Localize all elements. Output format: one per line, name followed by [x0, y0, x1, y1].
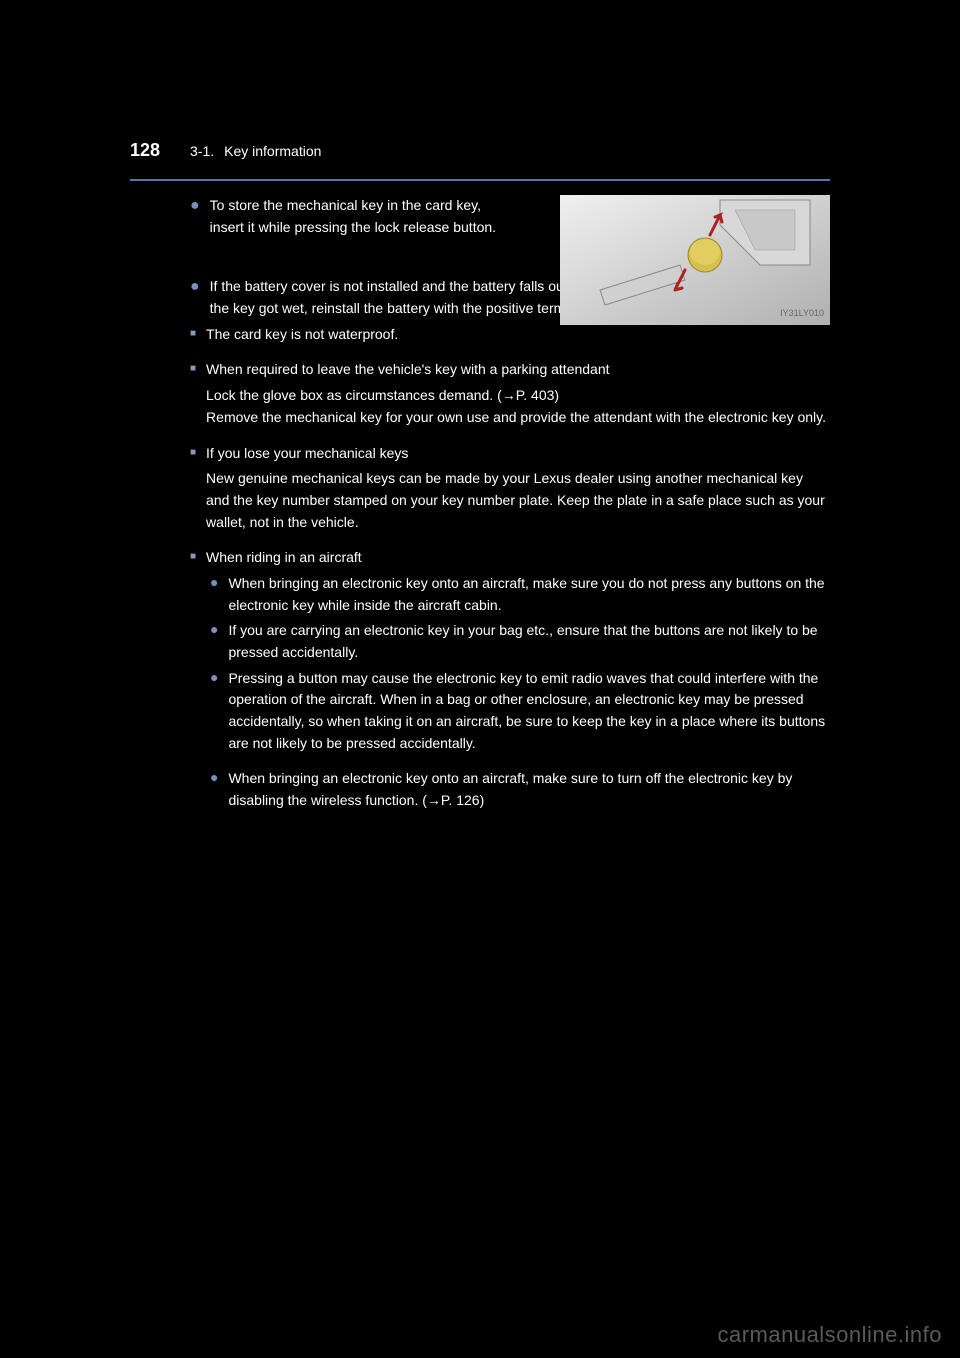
- section-heading: When riding in an aircraft: [206, 547, 830, 569]
- body-paragraph: ■ Lock the glove box as circumstances de…: [190, 385, 830, 428]
- sub-bullet-item: ● When bringing an electronic key onto a…: [190, 768, 830, 811]
- section-title: Key information: [224, 143, 321, 159]
- bullet-item: ● To store the mechanical key in the car…: [190, 195, 510, 238]
- body-text: Lock the glove box as circumstances dema…: [206, 385, 830, 428]
- bullet-dot-icon: ●: [210, 768, 218, 788]
- body-text: When bringing an electronic key onto an …: [228, 573, 830, 616]
- square-bullet-icon: ■: [190, 359, 196, 379]
- illustration-svg: [560, 195, 830, 325]
- square-bullet-icon: ■: [190, 547, 196, 567]
- square-bullet-icon: ■: [190, 324, 196, 344]
- sub-bullet-item: ● Pressing a button may cause the electr…: [190, 668, 830, 755]
- square-bullet-icon: ■: [190, 443, 196, 463]
- sub-bullet-item: ● When bringing an electronic key onto a…: [190, 573, 830, 616]
- body-text: New genuine mechanical keys can be made …: [206, 468, 830, 533]
- section-item: ■ If you lose your mechanical keys: [190, 443, 830, 465]
- body-text: Pressing a button may cause the electron…: [228, 668, 830, 755]
- body-text: The card key is not waterproof.: [206, 324, 830, 346]
- section-heading: If you lose your mechanical keys: [206, 443, 830, 465]
- header-divider: [130, 179, 830, 181]
- sub-bullet-item: ● If you are carrying an electronic key …: [190, 620, 830, 663]
- section-item: ■ When riding in an aircraft: [190, 547, 830, 569]
- bullet-dot-icon: ●: [210, 668, 218, 688]
- bullet-dot-icon: ●: [210, 620, 218, 640]
- body-text: When bringing an electronic key onto an …: [228, 768, 830, 811]
- body-text: If you are carrying an electronic key in…: [228, 620, 830, 663]
- section-heading: When required to leave the vehicle's key…: [206, 359, 830, 381]
- body-paragraph: ■ New genuine mechanical keys can be mad…: [190, 468, 830, 533]
- page-number: 128: [130, 140, 190, 161]
- page-content: IY31LY010 ● To store the mechanical key …: [130, 195, 830, 812]
- section-item: ■ The card key is not waterproof.: [190, 324, 830, 346]
- illustration-code: IY31LY010: [780, 307, 824, 321]
- page-header: 128 3-1. Key information: [130, 140, 830, 161]
- key-battery-illustration: IY31LY010: [560, 195, 830, 325]
- bullet-dot-icon: ●: [190, 276, 200, 298]
- watermark-url: carmanualsonline.info: [717, 1322, 942, 1348]
- section-item: ■ When required to leave the vehicle's k…: [190, 359, 830, 381]
- body-text: To store the mechanical key in the card …: [210, 195, 510, 238]
- section-number: 3-1.: [190, 143, 214, 159]
- bullet-dot-icon: ●: [210, 573, 218, 593]
- manual-page: 128 3-1. Key information: [130, 140, 830, 816]
- bullet-dot-icon: ●: [190, 195, 200, 217]
